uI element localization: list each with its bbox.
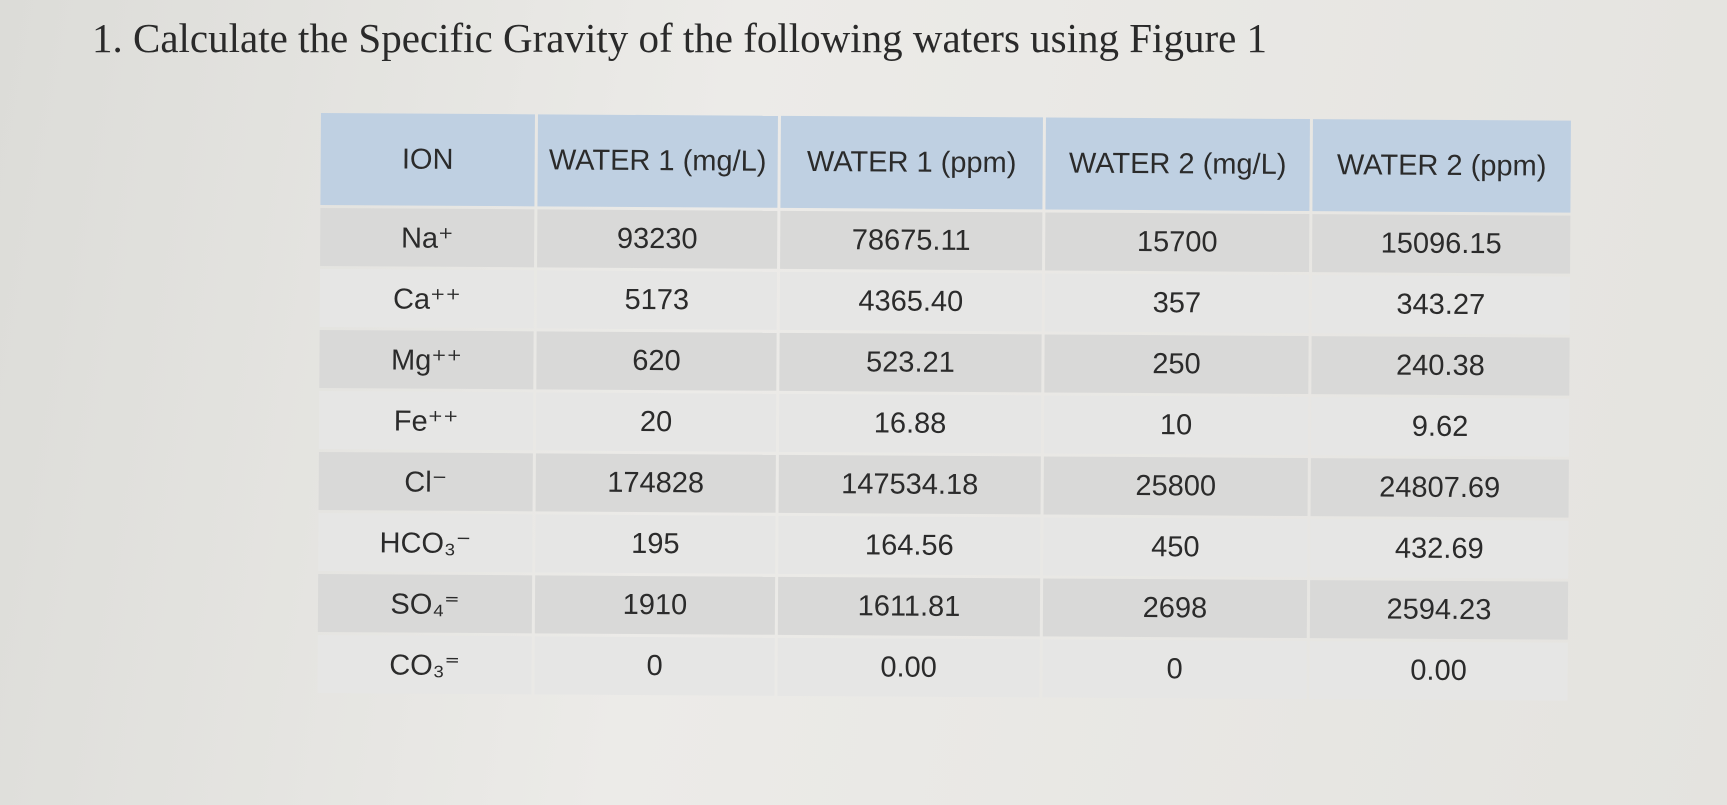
header-cell: ION xyxy=(320,113,535,207)
value-cell: 20 xyxy=(535,392,777,452)
value-cell: 25800 xyxy=(1043,456,1308,517)
value-cell: 0 xyxy=(534,636,775,696)
value-cell: 450 xyxy=(1043,517,1308,578)
value-cell: 174828 xyxy=(535,453,776,513)
value-cell: 0 xyxy=(1042,639,1307,700)
value-cell: 1910 xyxy=(534,575,776,635)
question-title: 1. Calculate the Specific Gravity of the… xyxy=(92,15,1268,61)
table-row: HCO₃⁻ 195 164.56 450 432.69 xyxy=(318,513,1569,579)
value-cell: 2698 xyxy=(1042,578,1308,639)
ion-cell: Ca⁺⁺ xyxy=(319,269,535,329)
value-cell: 240.38 xyxy=(1311,336,1570,396)
table-row: Mg⁺⁺ 620 523.21 250 240.38 xyxy=(319,330,1570,396)
value-cell: 164.56 xyxy=(778,515,1041,576)
ion-cell: Mg⁺⁺ xyxy=(319,330,534,390)
table-row: CO₃⁼ 0 0.00 0 0.00 xyxy=(317,635,1568,701)
value-cell: 1611.81 xyxy=(777,576,1041,637)
ion-cell: SO₄⁼ xyxy=(317,574,533,634)
table-row: Fe⁺⁺ 20 16.88 10 9.62 xyxy=(318,391,1570,457)
value-cell: 15096.15 xyxy=(1312,214,1571,274)
value-cell: 357 xyxy=(1044,273,1310,334)
value-cell: 432.69 xyxy=(1310,519,1569,579)
table-header: ION WATER 1 (mg/L) WATER 1 (ppm) WATER 2 (m… xyxy=(320,113,1571,213)
ion-cell: Na⁺ xyxy=(320,208,535,268)
value-cell: 10 xyxy=(1043,395,1309,456)
ion-cell: Cl⁻ xyxy=(318,452,533,512)
value-cell: 523.21 xyxy=(779,332,1042,393)
value-cell: 16.88 xyxy=(778,393,1042,454)
table-row: Ca⁺⁺ 5173 4365.40 357 343.27 xyxy=(319,269,1571,335)
value-cell: 250 xyxy=(1044,334,1309,395)
value-cell: 2594.23 xyxy=(1309,580,1569,640)
value-cell: 24807.69 xyxy=(1310,458,1569,518)
ion-table: ION WATER 1 (mg/L) WATER 1 (ppm) WATER 2 (m… xyxy=(314,110,1574,704)
header-cell: WATER 1 (ppm) xyxy=(780,115,1043,210)
value-cell: 620 xyxy=(536,331,777,391)
table-row: Na⁺ 93230 78675.11 15700 15096.15 xyxy=(320,208,1571,274)
table-body: Na⁺ 93230 78675.11 15700 15096.15 Ca⁺⁺ 5173 436… xyxy=(317,208,1571,701)
header-cell: WATER 1 (mg/L) xyxy=(537,114,778,208)
header-cell: WATER 2 (ppm) xyxy=(1312,119,1571,213)
value-cell: 195 xyxy=(535,514,776,574)
value-cell: 15700 xyxy=(1045,212,1310,273)
ion-cell: HCO₃⁻ xyxy=(318,513,533,573)
header-cell: WATER 2 (mg/L) xyxy=(1045,117,1310,212)
header-row: ION WATER 1 (mg/L) WATER 1 (ppm) WATER 2 (m… xyxy=(320,113,1571,213)
table-row: Cl⁻ 174828 147534.18 25800 24807.69 xyxy=(318,452,1569,518)
value-cell: 343.27 xyxy=(1311,275,1571,335)
ion-cell: Fe⁺⁺ xyxy=(318,391,534,451)
ion-cell: CO₃⁼ xyxy=(317,635,532,695)
value-cell: 93230 xyxy=(537,209,778,269)
value-cell: 78675.11 xyxy=(780,210,1043,271)
value-cell: 9.62 xyxy=(1310,397,1570,457)
value-cell: 0.00 xyxy=(777,637,1040,698)
value-cell: 5173 xyxy=(536,270,778,330)
table-row: SO₄⁼ 1910 1611.81 2698 2594.23 xyxy=(317,574,1569,640)
value-cell: 0.00 xyxy=(1309,641,1568,701)
value-cell: 4365.40 xyxy=(779,271,1043,332)
value-cell: 147534.18 xyxy=(778,454,1041,515)
